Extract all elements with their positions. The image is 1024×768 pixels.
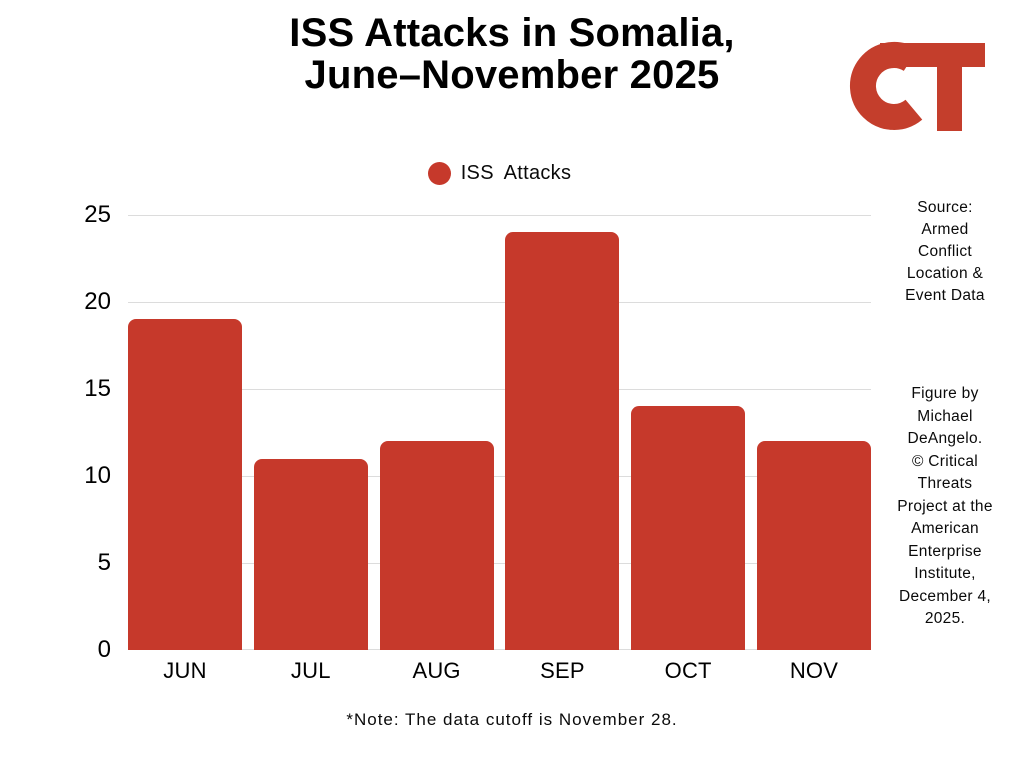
x-axis: JUN JUL AUG SEP OCT NOV xyxy=(128,659,871,683)
y-tick-label-25: 25 xyxy=(84,201,111,228)
gridline-20 xyxy=(128,302,871,303)
gridline-25 xyxy=(128,215,871,216)
chart-title: ISS Attacks in Somalia, June–November 20… xyxy=(289,11,735,97)
logo-t-stem xyxy=(937,43,962,131)
logo-t-crossbar xyxy=(880,43,985,67)
x-tick-label-jul: JUL xyxy=(290,658,331,683)
x-tick-label-jun: JUN xyxy=(163,658,207,683)
bar-jun xyxy=(128,319,242,650)
source-text: Source: Armed Conflict Location & Event … xyxy=(905,199,985,304)
x-tick-label-aug: AUG xyxy=(412,658,461,683)
credit-text: Figure by Michael DeAngelo. © Critical T… xyxy=(897,385,993,627)
footnote: *Note: The data cutoff is November 28. xyxy=(346,710,678,729)
legend: ISS Attacks xyxy=(128,161,871,185)
y-axis: 0 5 10 15 20 25 xyxy=(20,203,111,662)
bar-series-iss-attacks xyxy=(128,215,871,650)
y-tick-label-0: 0 xyxy=(97,636,111,663)
x-tick-label-nov: NOV xyxy=(789,658,839,683)
critical-threats-logo xyxy=(850,41,985,131)
y-tick-label-10: 10 xyxy=(84,462,111,489)
gridline-15 xyxy=(128,389,871,390)
bar-jul xyxy=(253,458,368,650)
legend-label: ISS Attacks xyxy=(460,161,572,184)
bar-sep xyxy=(505,232,620,650)
plot-area xyxy=(128,215,871,650)
bar-oct xyxy=(631,406,746,650)
x-tick-label-sep: SEP xyxy=(540,658,585,683)
gridline-10 xyxy=(128,476,871,477)
bar-nov xyxy=(756,441,871,650)
legend-marker-icon xyxy=(427,161,451,185)
y-tick-label-5: 5 xyxy=(97,549,111,576)
y-tick-label-20: 20 xyxy=(84,288,111,315)
y-tick-label-15: 15 xyxy=(84,375,111,402)
x-tick-label-oct: OCT xyxy=(664,658,712,683)
bar-aug xyxy=(379,441,494,650)
gridline-0 xyxy=(128,649,871,650)
gridline-5 xyxy=(128,563,871,564)
